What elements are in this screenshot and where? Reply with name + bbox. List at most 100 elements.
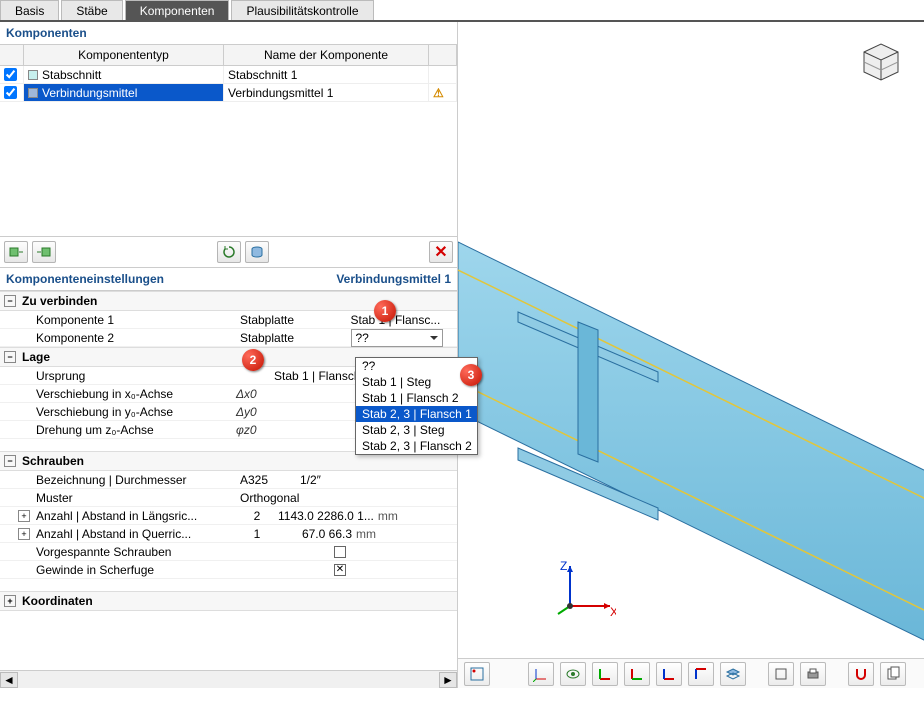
col-header-name[interactable]: Name der Komponente [224,45,429,65]
dropdown-option[interactable]: Stab 2, 3 | Flansch 1 [356,406,477,422]
pg-value: 1/2″ [300,473,321,487]
pg-value: Stabplatte [240,313,294,327]
pg-symbol: Δx0 [236,387,270,401]
copy-button[interactable] [880,662,906,686]
pg-value: Stabplatte [240,331,294,345]
xy-view-button[interactable] [592,662,618,686]
navcube-icon[interactable] [856,40,906,84]
tab-staebe[interactable]: Stäbe [61,0,122,20]
insert-left-button[interactable] [4,241,28,263]
magnet-button[interactable] [848,662,874,686]
row-type: Verbindungsmittel [42,86,137,100]
pg-row[interactable]: + Anzahl | Abstand in Längsric... 21143.… [0,507,457,525]
view-button[interactable] [560,662,586,686]
property-grid: − Zu verbinden Komponente 1 Stabplatte S… [0,291,457,670]
box-button[interactable] [768,662,794,686]
pg-label: Anzahl | Abstand in Querric... [36,527,236,541]
table-row[interactable]: Verbindungsmittel Verbindungsmittel 1 ⚠ [0,84,457,102]
pg-label: Anzahl | Abstand in Längsric... [36,509,236,523]
expander-icon[interactable]: − [4,351,16,363]
settings-title-row: Komponenteneinstellungen Verbindungsmitt… [0,268,457,291]
pg-row[interactable]: Gewinde in Scherfuge ✕ [0,561,457,579]
group-title: Koordinaten [22,594,93,608]
expander-icon[interactable]: + [18,528,30,540]
pg-unit: mm [356,527,376,541]
group-title: Zu verbinden [22,294,97,308]
expander-icon[interactable]: + [18,510,30,522]
row-type: Stabschnitt [42,68,101,82]
expander-icon[interactable]: − [4,455,16,467]
pg-label: Komponente 2 [0,331,236,345]
tab-komponenten[interactable]: Komponenten [125,0,230,20]
pg-label: Bezeichnung | Durchmesser [0,473,236,487]
pg-value: A325 [240,473,296,487]
component2-combo[interactable]: ?? [351,329,443,347]
pg-row[interactable]: + Anzahl | Abstand in Querric... 1 67.0 6… [0,525,457,543]
viewport[interactable]: X Z [458,22,924,688]
tab-basis[interactable]: Basis [0,0,59,20]
dropdown-option[interactable]: Stab 2, 3 | Steg [356,422,477,438]
components-title: Komponenten [0,22,457,45]
yx-view-button[interactable] [624,662,650,686]
checkbox[interactable] [334,546,346,558]
settings-subtitle: Verbindungsmittel 1 [336,272,451,286]
pg-row[interactable]: Vorgespannte Schrauben [0,543,457,561]
pg-label: Drehung um z₀-Achse [0,423,236,437]
select-mode-button[interactable] [464,662,490,686]
beam-graphic [458,22,924,658]
checkbox[interactable]: ✕ [334,564,346,576]
row-name: Verbindungsmittel 1 [228,86,333,100]
warning-icon: ⚠ [433,86,444,100]
dropdown-option[interactable]: Stab 1 | Flansch 2 [356,390,477,406]
row-checkbox[interactable] [4,68,17,81]
table-row[interactable]: Stabschnitt Stabschnitt 1 [0,66,457,84]
print-button[interactable] [800,662,826,686]
zx-view-button[interactable] [688,662,714,686]
scroll-left-button[interactable]: ◄ [0,672,18,688]
components-grid-body: Stabschnitt Stabschnitt 1 Verbindungsmit… [0,66,457,236]
pg-label: Gewinde in Scherfuge [0,563,236,577]
pg-label: Muster [0,491,236,505]
insert-right-button[interactable] [32,241,56,263]
pg-value: Stab 1 | Flansc... [351,313,441,327]
row-name: Stabschnitt 1 [228,68,297,82]
layers-button[interactable] [720,662,746,686]
pg-value: 67.0 66.3 [278,527,352,541]
pg-value: 2 [240,509,274,523]
delete-button[interactable]: ✕ [429,241,453,263]
callout-badge-3: 3 [460,364,482,386]
row-color-swatch [28,70,38,80]
dropdown-option[interactable]: ?? [356,358,477,374]
group-koordinaten[interactable]: + Koordinaten [0,591,457,611]
expander-icon[interactable]: − [4,295,16,307]
pg-value: 1 [240,527,274,541]
pg-row[interactable]: Bezeichnung | Durchmesser A325 1/2″ [0,471,457,489]
close-icon: ✕ [434,242,447,262]
callout-badge-2: 2 [242,349,264,371]
scroll-right-button[interactable]: ► [439,672,457,688]
xz-view-button[interactable] [656,662,682,686]
callout-badge-1: 1 [374,300,396,322]
pg-symbol: φz0 [236,423,270,437]
refresh-button[interactable] [217,241,241,263]
group-title: Schrauben [22,454,84,468]
col-header-type[interactable]: Komponententyp [24,45,224,65]
dropdown-option[interactable]: Stab 1 | Steg [356,374,477,390]
components-grid-header: Komponententyp Name der Komponente [0,45,457,66]
pg-symbol: Δy0 [236,405,270,419]
axes-triad-icon: X Z [556,560,616,620]
pg-label: Ursprung [0,369,236,383]
pg-row[interactable]: Muster Orthogonal [0,489,457,507]
hscrollbar[interactable]: ◄ ► [0,670,457,688]
pg-label: Komponente 1 [0,313,236,327]
tabbar: Basis Stäbe Komponenten Plausibilitätsko… [0,0,924,22]
save-db-button[interactable] [245,241,269,263]
left-panel: Komponenten Komponententyp Name der Komp… [0,22,458,688]
dropdown-option[interactable]: Stab 2, 3 | Flansch 2 [356,438,477,454]
expander-icon[interactable]: + [4,595,16,607]
row-checkbox[interactable] [4,86,17,99]
tab-plausi[interactable]: Plausibilitätskontrolle [231,0,373,20]
pg-row[interactable]: Komponente 2 Stabplatte ?? [0,329,457,347]
svg-text:Z: Z [560,560,567,573]
axes-small-button[interactable] [528,662,554,686]
